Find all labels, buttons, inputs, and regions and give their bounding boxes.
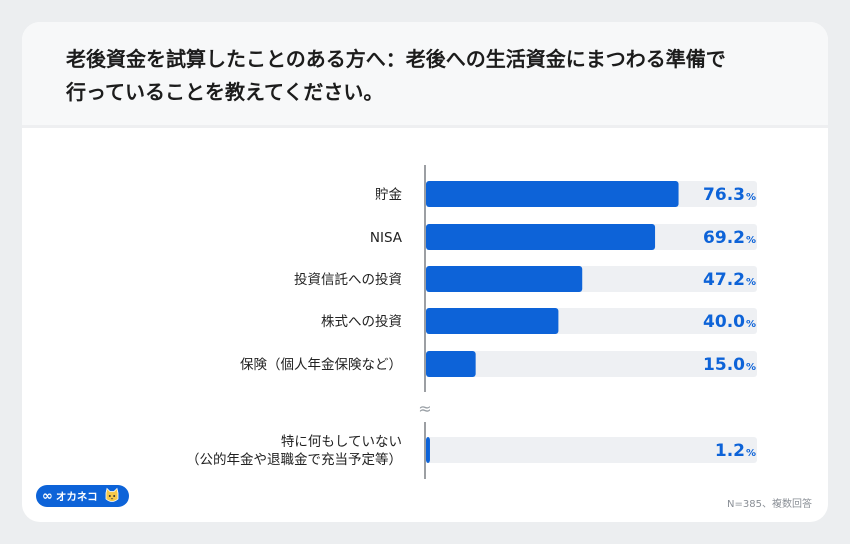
category-label: 株式への投資 [321, 314, 402, 330]
data-label-unit: % [746, 192, 756, 203]
bar-chart: ≈76.3 % 貯金 69.2 % NISA 47.2 % 投資信託への投資 40.0 % 株式への投… [186, 165, 757, 479]
data-label-unit: % [746, 319, 756, 330]
data-label-unit: % [746, 235, 756, 246]
bar-track [426, 437, 757, 463]
axis-break-mark: ≈ [418, 399, 431, 418]
category-label: 保険（個人年金保険など） [240, 357, 402, 373]
category-label: 特に何もしていない（公的年金や退職金で充当予定等） [186, 434, 402, 468]
bar [426, 351, 476, 377]
infinity-icon: ∞ [42, 488, 53, 504]
data-label: 15.0 [703, 355, 745, 375]
bar [426, 266, 583, 292]
bar [426, 308, 559, 334]
chart-card: 老後資金を試算したことのある方へ：老後への生活資金にまつわる準備で 行っているこ… [22, 22, 828, 522]
data-label: 47.2 [703, 270, 745, 290]
sample-size-note: N=385、複数回答 [727, 499, 812, 510]
data-label: 69.2 [703, 228, 745, 248]
data-label-unit: % [746, 277, 756, 288]
chart-title: 老後資金を試算したことのある方へ：老後への生活資金にまつわる準備で 行っているこ… [66, 43, 806, 109]
brand-logo: ∞ オカネコ [36, 485, 129, 507]
data-label: 40.0 [703, 312, 745, 332]
chart-header: 老後資金を試算したことのある方へ：老後への生活資金にまつわる準備で 行っているこ… [22, 22, 828, 128]
category-label: NISA [370, 230, 403, 246]
data-label-unit: % [746, 448, 756, 459]
data-label: 1.2 [715, 441, 745, 461]
chart-title-line-2: 行っていることを教えてください。 [66, 80, 384, 104]
brand-name: オカネコ [55, 490, 98, 503]
data-label: 76.3 [703, 185, 745, 205]
category-label: 投資信託への投資 [294, 272, 402, 288]
cat-mascot-icon [105, 487, 119, 502]
category-label: 貯金 [375, 187, 402, 203]
bar [426, 437, 430, 463]
chart-title-line-1: 老後資金を試算したことのある方へ：老後への生活資金にまつわる準備で [66, 47, 726, 71]
bar [426, 224, 656, 250]
data-label-unit: % [746, 362, 756, 373]
bar [426, 181, 679, 207]
bar-track [426, 351, 757, 377]
